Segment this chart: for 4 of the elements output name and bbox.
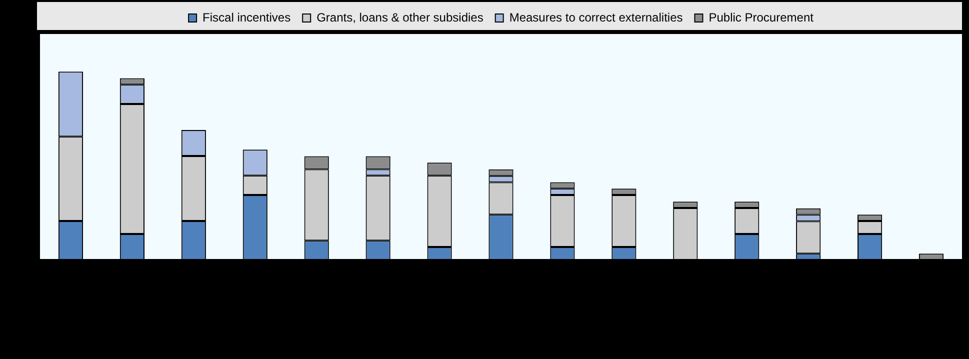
legend-label: Measures to correct externalities — [509, 10, 683, 24]
legend-label: Grants, loans & other subsidies — [316, 10, 484, 24]
legend-label: Public Procurement — [708, 10, 814, 24]
legend-label: Fiscal incentives — [202, 10, 291, 24]
